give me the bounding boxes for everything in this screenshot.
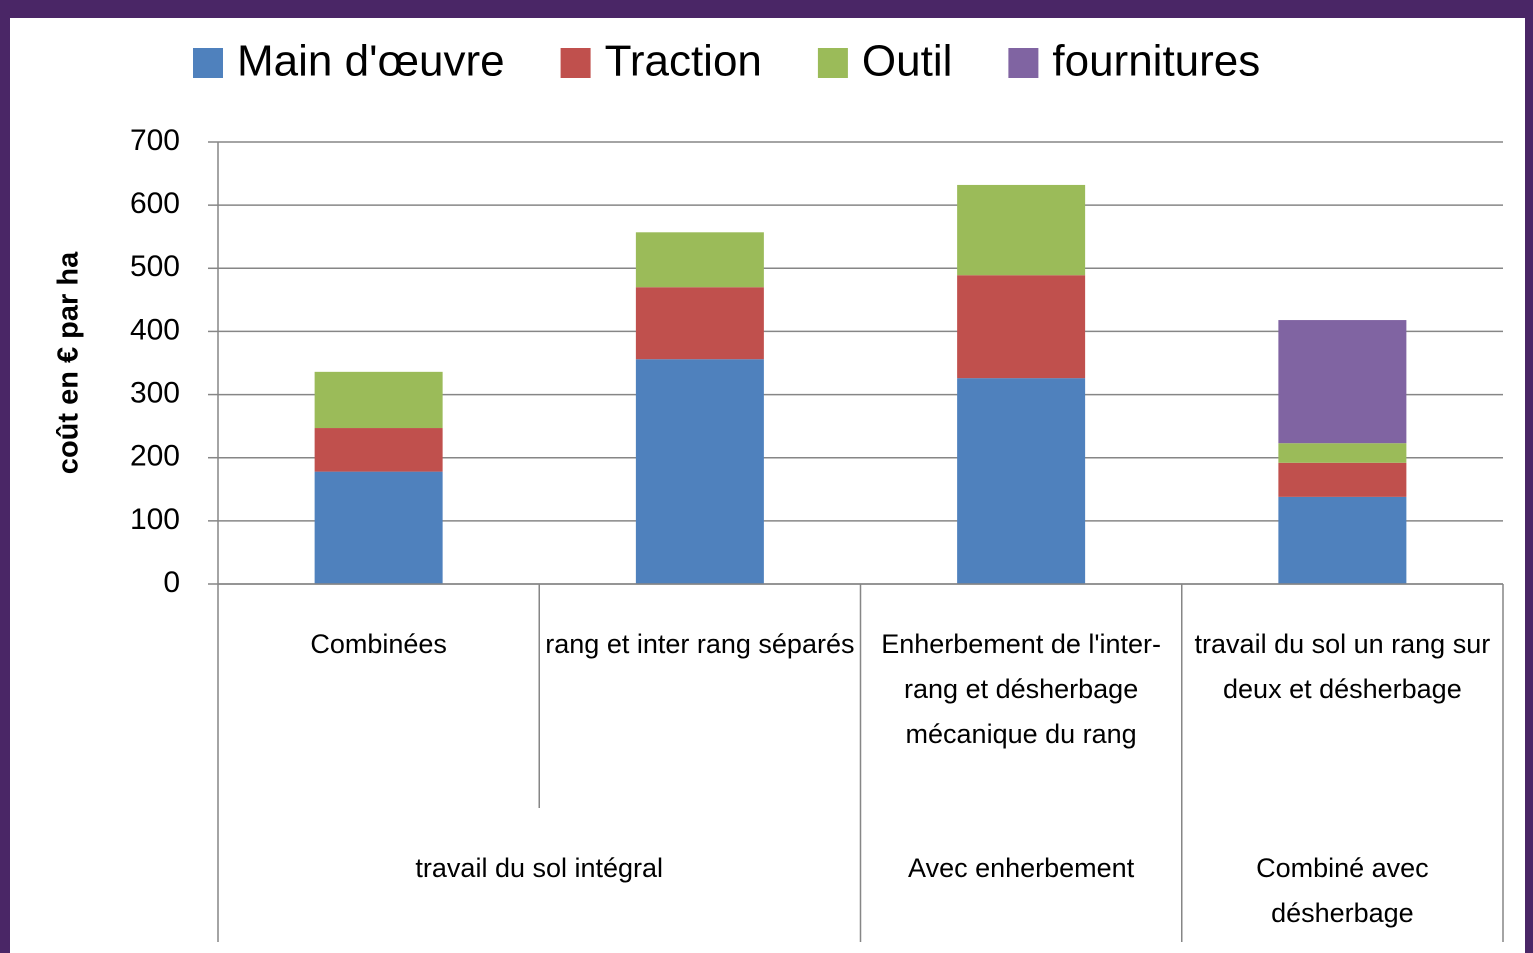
- legend-swatch: [560, 48, 591, 78]
- group-label: travail du sol intégral: [415, 853, 664, 883]
- y-tick-label: 0: [163, 566, 180, 599]
- bar-segment: [635, 287, 764, 360]
- bar-segment: [635, 232, 764, 288]
- bar-segment: [1278, 320, 1407, 444]
- y-tick-label: 400: [130, 313, 180, 346]
- x-tick-label: Combinées: [310, 629, 447, 659]
- y-tick-label: 200: [130, 440, 180, 473]
- y-tick-label: 300: [130, 376, 180, 409]
- legend-swatch: [1008, 48, 1039, 78]
- y-tick-label: 100: [130, 503, 180, 536]
- legend-swatch: [193, 48, 223, 78]
- x-tick-label: rang et inter rang séparés: [545, 629, 855, 659]
- y-tick-label: 700: [130, 124, 180, 157]
- y-tick-label: 500: [130, 250, 180, 283]
- slide: [10, 18, 1525, 953]
- bar-segment: [957, 184, 1086, 276]
- y-tick-label: 600: [130, 187, 180, 220]
- legend-swatch: [817, 48, 848, 78]
- bar-segment: [1278, 462, 1407, 497]
- bar-segment: [314, 471, 443, 584]
- legend-label: fournitures: [1052, 37, 1260, 86]
- group-label: Avec enherbement: [908, 853, 1135, 883]
- bar-segment: [635, 359, 764, 584]
- bar-segment: [314, 371, 443, 429]
- bar-segment: [1278, 443, 1407, 463]
- group-label: Combiné avec désherbage: [1256, 853, 1429, 928]
- bar-segment: [957, 275, 1086, 379]
- y-axis-label: coût en € par ha: [53, 251, 85, 474]
- legend-label: Traction: [605, 37, 762, 86]
- legend-label: Outil: [862, 37, 952, 86]
- x-tick-label: Enherbement de l'inter-rang et désherbag…: [881, 629, 1162, 749]
- legend-label: Main d'œuvre: [237, 37, 505, 86]
- bar-segment: [314, 428, 443, 472]
- bar-segment: [1278, 496, 1407, 584]
- x-tick-label: travail du sol un rang sur deux et déshe…: [1194, 629, 1491, 704]
- bar-segment: [957, 378, 1086, 584]
